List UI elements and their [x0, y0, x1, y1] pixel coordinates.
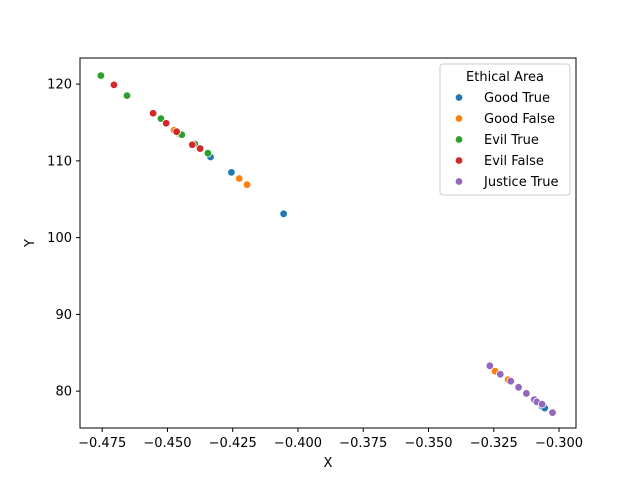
point-evil-false	[161, 119, 171, 128]
point-justice-true	[496, 370, 505, 379]
point-justice-true	[548, 408, 557, 417]
point-justice-true	[506, 376, 515, 386]
y-axis-ticks: 80 90 100 110 120	[47, 78, 80, 400]
legend-label-good-true: Good True	[484, 91, 550, 106]
data-points	[96, 71, 557, 417]
point-good-false	[242, 180, 252, 189]
plot-frame	[79, 57, 577, 429]
legend-marker-evil-false	[454, 156, 464, 165]
point-good-true	[227, 168, 236, 177]
point-evil-true	[156, 114, 166, 123]
legend-label-justice-true: Justice True	[483, 175, 558, 190]
legend-marker-good-true	[454, 93, 464, 102]
point-evil-true	[96, 71, 106, 80]
x-tick-label: −0.475	[78, 436, 126, 451]
point-evil-false	[148, 109, 158, 118]
legend: Ethical Area Good True Good False Evil Tru…	[439, 63, 571, 196]
point-good-true	[279, 209, 288, 219]
point-justice-true	[514, 383, 523, 392]
point-justice-true	[537, 400, 547, 409]
y-axis-label: Y	[23, 239, 38, 248]
legend-label-evil-true: Evil True	[484, 133, 539, 148]
point-justice-true	[522, 389, 531, 398]
legend-marker-good-false	[454, 114, 464, 123]
y-tick-label: 90	[55, 308, 72, 323]
x-axis-label: X	[324, 456, 333, 471]
legend-items: Good True Good False Evil True Evil False Ju…	[454, 91, 558, 190]
x-tick-label: −0.300	[535, 436, 583, 451]
x-tick-label: −0.375	[339, 436, 387, 451]
y-tick-label: 110	[47, 154, 72, 169]
x-tick-label: −0.425	[209, 436, 257, 451]
y-tick-label: 80	[55, 385, 72, 400]
point-justice-true	[485, 361, 495, 371]
legend-label-evil-false: Evil False	[484, 154, 544, 169]
point-evil-false	[109, 80, 119, 90]
legend-marker-evil-true	[454, 135, 464, 144]
point-evil-true	[203, 148, 213, 158]
point-evil-false	[172, 127, 181, 136]
legend-title: Ethical Area	[466, 70, 544, 85]
y-tick-label: 100	[47, 231, 72, 246]
point-evil-false	[195, 144, 205, 153]
point-evil-true	[122, 91, 132, 100]
x-axis-ticks: −0.475 −0.450 −0.425 −0.400 −0.375 −0.350 −0.3…	[78, 428, 583, 451]
point-good-false	[235, 174, 244, 183]
legend-marker-justice-true	[454, 177, 464, 186]
legend-label-good-false: Good False	[484, 112, 555, 127]
x-tick-label: −0.350	[404, 436, 452, 451]
x-tick-label: −0.325	[470, 436, 518, 451]
y-tick-label: 120	[47, 78, 72, 93]
legend-frame	[439, 63, 571, 196]
point-evil-false	[188, 140, 197, 149]
x-tick-label: −0.450	[143, 436, 191, 451]
x-tick-label: −0.400	[274, 436, 322, 451]
